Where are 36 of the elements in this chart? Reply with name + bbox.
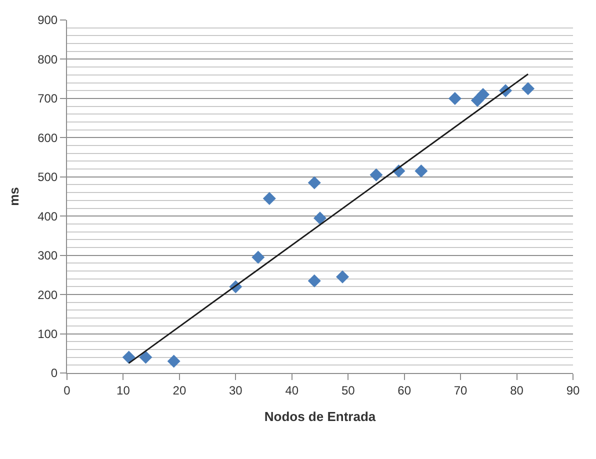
x-tick-label: 20 [172, 383, 186, 398]
x-axis-title: Nodos de Entrada [264, 409, 376, 424]
point [370, 168, 383, 182]
x-tick-label: 60 [398, 383, 412, 398]
x-tick-label: 80 [510, 383, 524, 398]
y-tick-label: 300 [38, 248, 58, 263]
y-tick-label: 900 [38, 13, 58, 28]
point [314, 212, 326, 225]
point [252, 250, 265, 264]
x-tick-label: 10 [116, 383, 130, 398]
x-tick-label: 70 [454, 383, 468, 398]
y-tick-label: 200 [38, 288, 58, 302]
x-tick-label: 30 [228, 383, 243, 398]
y-axis-title: ms [6, 187, 22, 206]
point [522, 82, 535, 96]
y-tick-label: 800 [38, 52, 58, 66]
point [167, 354, 180, 368]
point [448, 92, 462, 105]
point [476, 88, 490, 102]
point [336, 270, 349, 284]
point [308, 176, 321, 190]
x-tick-label: 0 [64, 383, 71, 398]
point [122, 350, 136, 364]
y-tick-label: 600 [38, 130, 58, 145]
point [308, 274, 321, 288]
y-tick-label: 700 [38, 92, 58, 106]
x-tick-label: 90 [566, 383, 580, 398]
y-tick-label: 400 [38, 209, 58, 224]
x-tick-label: 40 [285, 383, 299, 398]
y-tick-label: 500 [38, 170, 58, 184]
x-tick-label: 50 [341, 383, 356, 398]
point [414, 164, 428, 178]
y-tick-label: 0 [50, 366, 58, 380]
point [139, 350, 152, 364]
point [262, 192, 276, 205]
y-tick-label: 100 [38, 326, 58, 341]
